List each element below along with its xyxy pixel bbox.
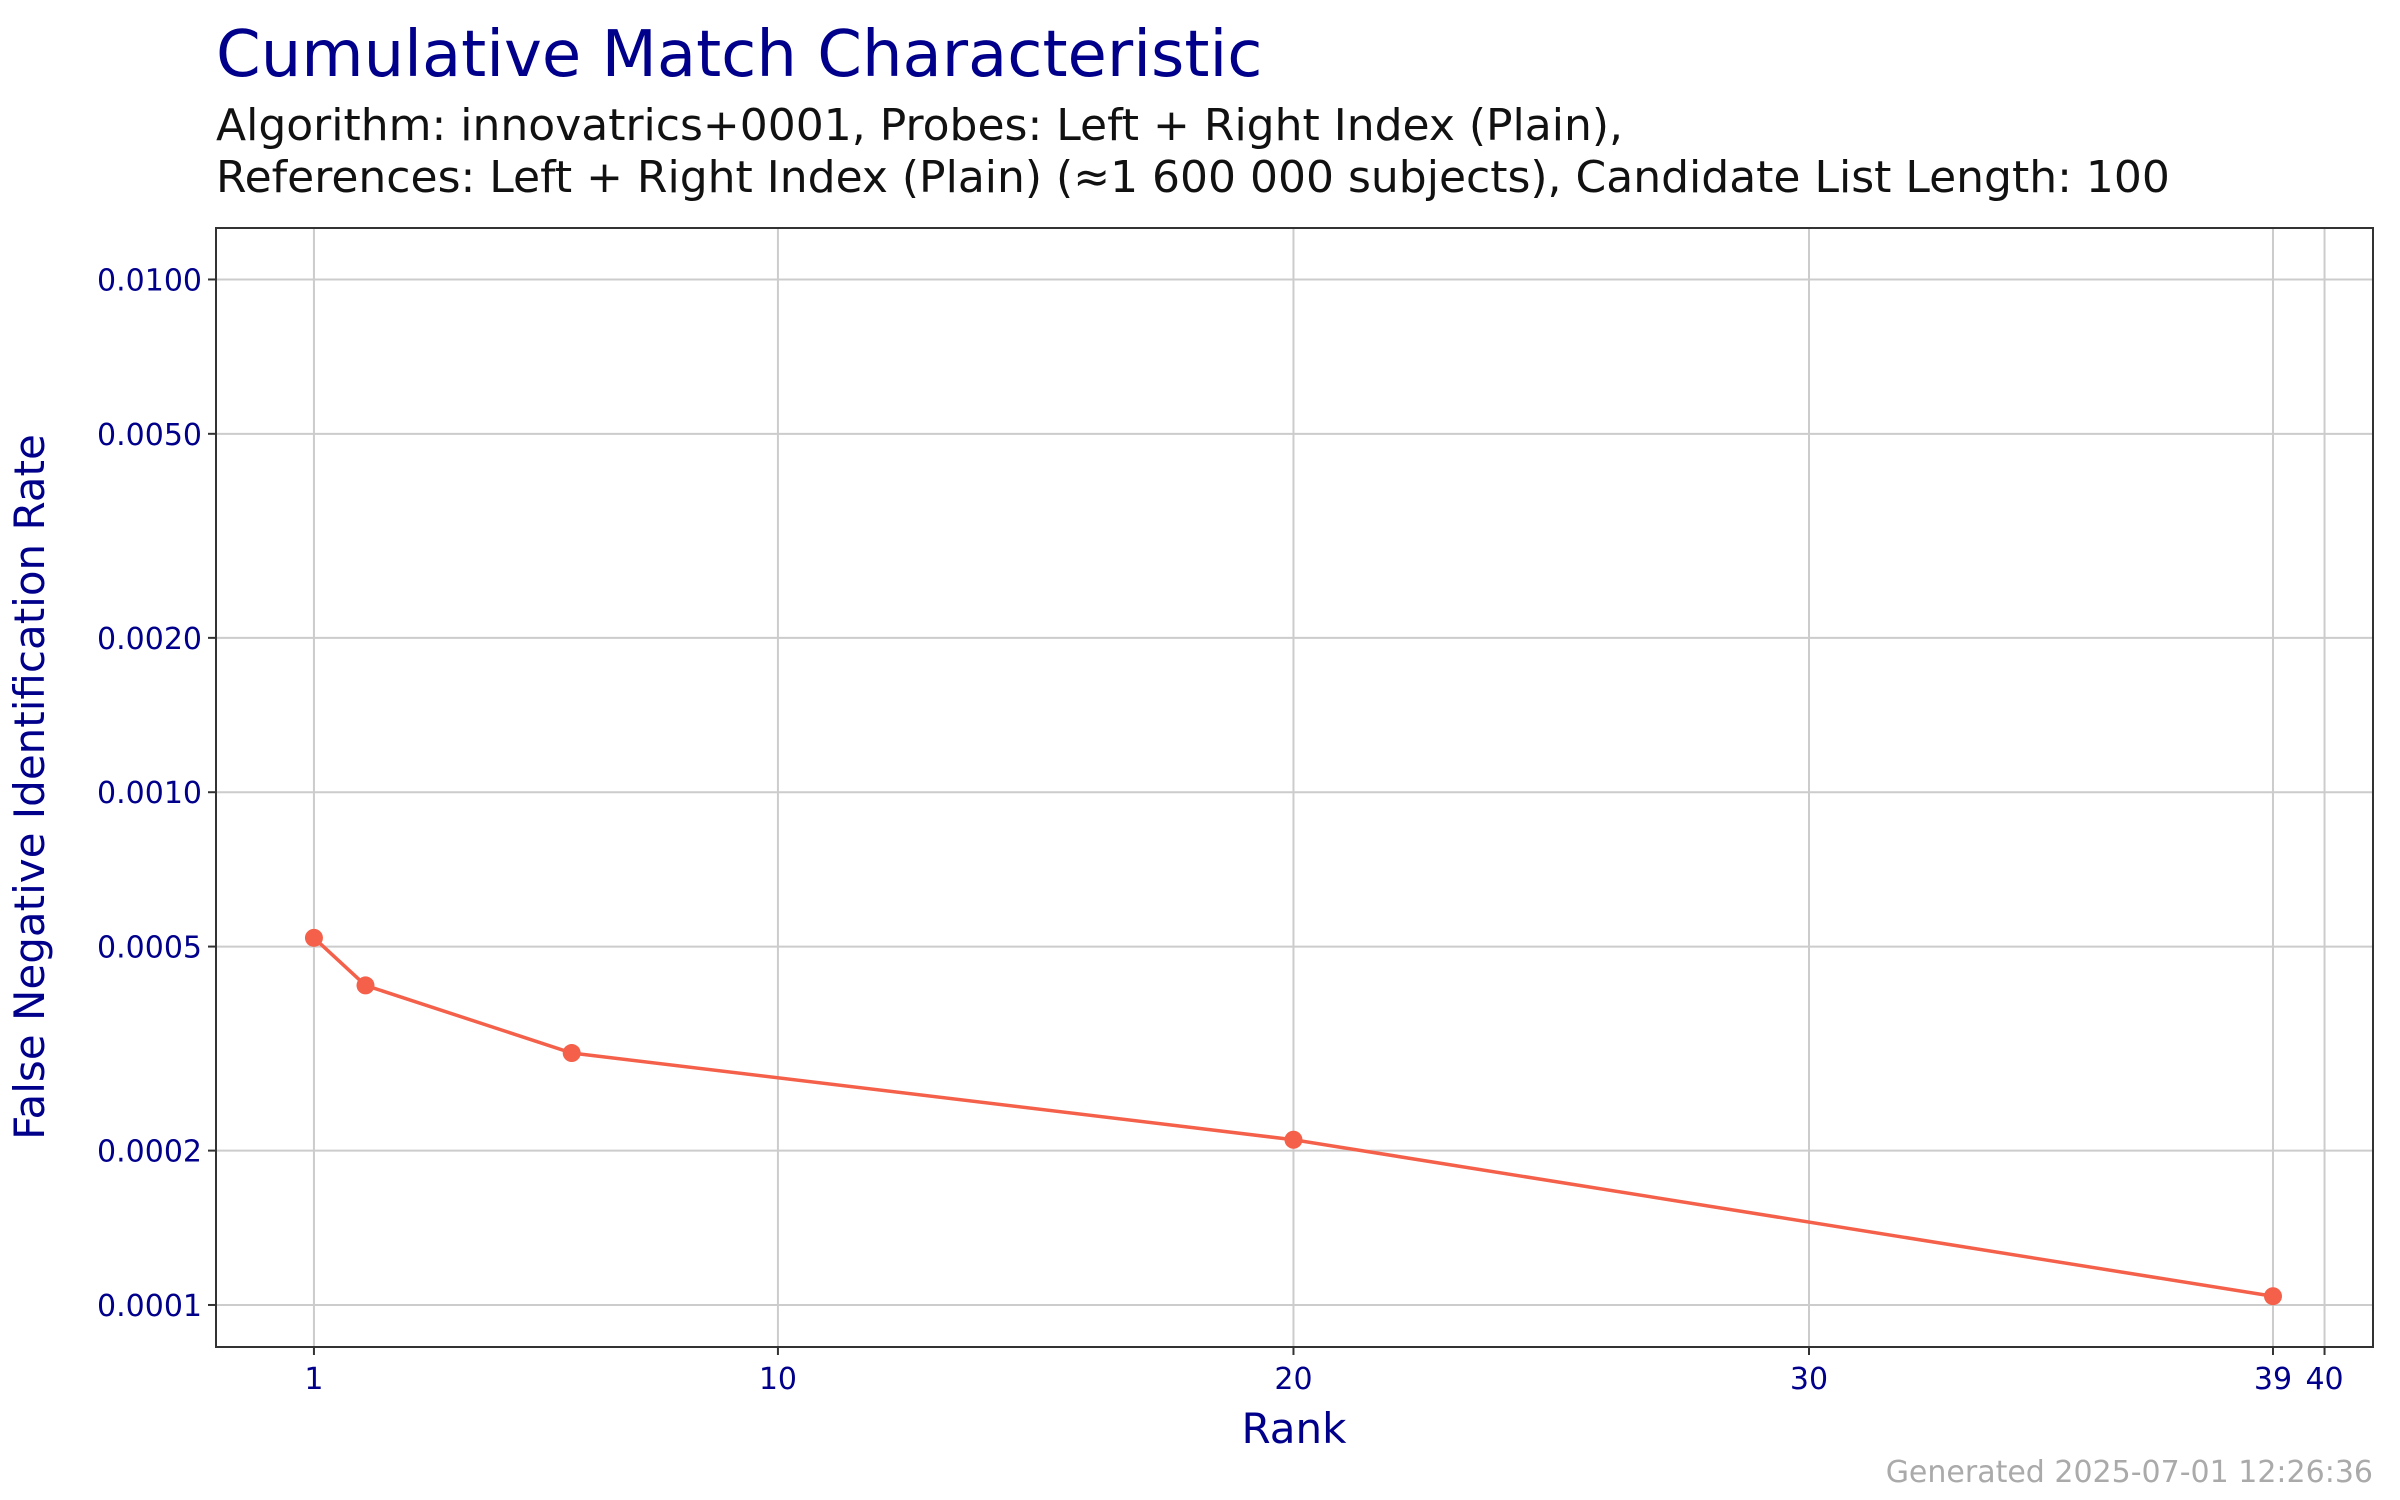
y-tick-label: 0.0010	[97, 776, 202, 811]
x-tick-label: 1	[304, 1362, 323, 1397]
y-tick-label: 0.0050	[97, 418, 202, 453]
y-axis-label: False Negative Identification Rate	[5, 434, 54, 1140]
data-point	[304, 928, 323, 947]
data-point	[356, 976, 375, 995]
x-tick-label: 10	[759, 1362, 797, 1397]
chart-title: Cumulative Match Characteristic	[216, 18, 1262, 92]
data-point	[562, 1044, 581, 1063]
data-point	[2263, 1287, 2282, 1306]
y-tick-label: 0.0001	[97, 1289, 202, 1324]
footer: Generated 2025-07-01 12:26:36	[1886, 1455, 2373, 1490]
data-point	[1284, 1130, 1303, 1149]
y-tick-label: 0.0100	[97, 263, 202, 298]
x-tick-label: 30	[1790, 1362, 1828, 1397]
chart-subtitle: References: Left + Right Index (Plain) (…	[216, 152, 2170, 203]
y-tick-label: 0.0002	[97, 1135, 202, 1170]
x-tick-label: 20	[1274, 1362, 1312, 1397]
chart-subtitle: Algorithm: innovatrics+0001, Probes: Lef…	[216, 100, 1623, 151]
y-tick-label: 0.0020	[97, 622, 202, 657]
y-tick-label: 0.0005	[97, 931, 202, 966]
x-axis-label: Rank	[1242, 1404, 1348, 1453]
x-tick-label: 40	[2305, 1362, 2343, 1397]
plot-frame	[215, 227, 2374, 1348]
x-tick-label: 39	[2254, 1362, 2292, 1397]
